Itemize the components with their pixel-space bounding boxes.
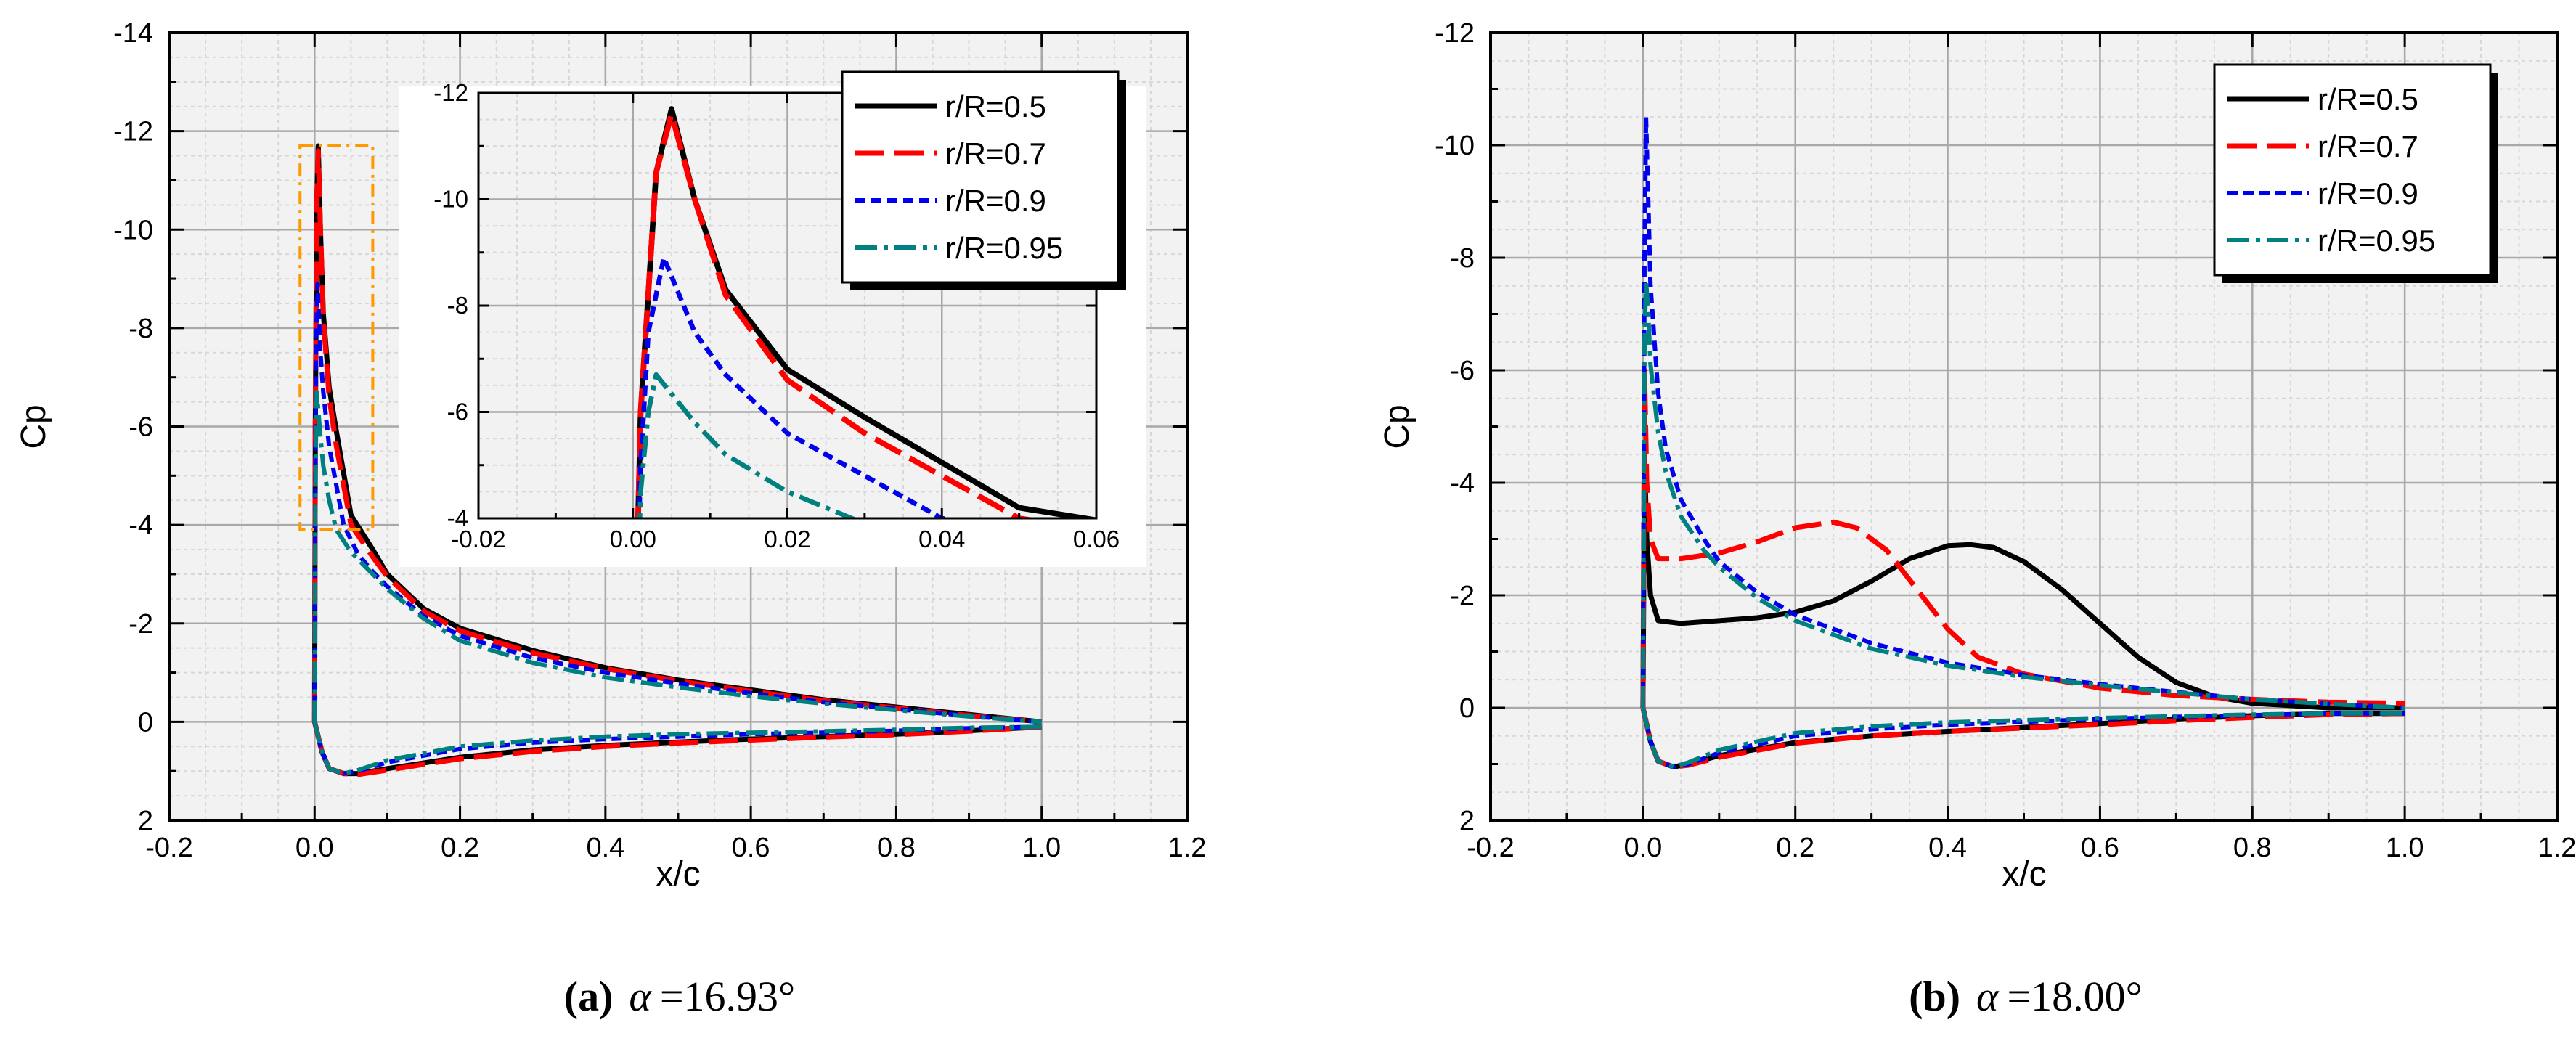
series-r07-upper-inset [635, 111, 1038, 518]
caption-b-value: =18.00° [2007, 973, 2142, 1020]
inset-grid [478, 93, 1096, 518]
x-tick-label: 0.00 [610, 526, 656, 552]
y-tick-label: -2 [129, 609, 153, 640]
x-tick-label: 0.2 [441, 833, 479, 863]
series-r09-upper [1640, 115, 2405, 710]
x-tick-labels-b: -0.2 0.0 0.2 0.4 0.6 0.8 1.0 1.2 [1467, 833, 2576, 863]
series-r05-upper [1640, 452, 2405, 711]
y-tick-label: -10 [113, 215, 153, 245]
legend-a-label-r05: r/R=0.5 [945, 89, 1046, 123]
series-r095-upper-inset [637, 372, 858, 518]
x-axis-label-a: x/c [656, 855, 700, 894]
y-tick-label: 2 [1459, 806, 1475, 836]
y-tick-labels-b: 2 0 -2 -4 -6 -8 -10 -12 [1435, 18, 1475, 836]
caption-a: (a) α =16.93° [564, 973, 796, 1020]
y-axis-label-b: Cp [1378, 404, 1417, 449]
y-tick-label: -4 [129, 510, 153, 541]
axes-frame-a [168, 31, 1189, 822]
legend-a-label-r07: r/R=0.7 [945, 136, 1046, 171]
x-tick-label: -0.2 [1467, 833, 1514, 863]
caption-a-symbol: α [629, 973, 652, 1020]
panel-a: -0.2 0.0 0.2 0.4 0.6 0.8 1.0 1.2 20-2-4-6-8-10-… [15, 18, 1206, 1020]
x-tick-label: -0.2 [145, 833, 192, 863]
inset-y-tick-labels: -4 -6 -8 -10 -12 [433, 79, 468, 531]
series-r095-upper [1640, 278, 2405, 710]
y-tick-label: -6 [129, 412, 153, 443]
legend-b: r/R=0.5 r/R=0.7 r/R=0.9 r/R=0.95 [2213, 63, 2498, 283]
y-tick-label: -8 [129, 314, 153, 344]
legend-a: r/R=0.5 r/R=0.7 r/R=0.9 r/R=0.95 [841, 70, 1126, 290]
caption-b-label: (b) [1909, 973, 1960, 1020]
legend-a-label-r095: r/R=0.95 [945, 231, 1063, 265]
y-tick-label: -8 [447, 292, 468, 319]
panel-b: -0.2 0.0 0.2 0.4 0.6 0.8 1.0 1.2 2 0 -2 -4 -6 -8 -10 -… [1378, 18, 2576, 1020]
x-tick-label: 0.06 [1073, 526, 1120, 552]
series-r07-upper [311, 148, 1043, 724]
x-tick-label: 0.4 [1928, 833, 1967, 863]
inset-x-tick-labels: -0.02 0.00 0.02 0.04 0.06 [451, 526, 1120, 552]
x-tick-label: 0.6 [2081, 833, 2119, 863]
x-tick-label: 0.0 [295, 833, 334, 863]
zoom-box-a [298, 144, 375, 531]
caption-b-symbol: α [1976, 973, 2000, 1020]
y-tick-label: -12 [113, 117, 153, 147]
y-tick-label: -6 [447, 399, 468, 425]
series-lines-b [1640, 115, 2405, 769]
y-tick-label: -12 [433, 79, 468, 106]
x-tick-label: 0.8 [877, 833, 916, 863]
x-tick-label: 1.2 [2538, 833, 2576, 863]
x-tick-label: 0.0 [1623, 833, 1662, 863]
x-tick-label: 0.04 [918, 526, 965, 552]
y-tick-label: -10 [1435, 131, 1475, 161]
axes-frame-b [1489, 31, 2559, 822]
x-tick-label: -0.02 [451, 526, 505, 552]
series-r095-lower [1640, 707, 2405, 769]
y-tick-label: 0 [1459, 693, 1475, 724]
caption-a-label: (a) [564, 973, 614, 1020]
legend-b-label-r05: r/R=0.5 [2318, 82, 2418, 116]
x-tick-label: 0.2 [1776, 833, 1814, 863]
series-r09-upper [312, 281, 1042, 724]
series-r07-upper [1640, 367, 2405, 709]
series-r07-lower [1640, 707, 2405, 769]
legend-b-box [2213, 63, 2492, 277]
caption-b: (b) α =18.00° [1909, 973, 2143, 1020]
x-tick-label: 1.2 [1168, 833, 1207, 863]
x-axis-label-b: x/c [2002, 855, 2046, 894]
y-tick-label: -4 [447, 505, 468, 531]
series-lines-a [311, 143, 1043, 777]
x-tick-label: 0.6 [732, 833, 770, 863]
y-tick-label: -2 [1450, 581, 1475, 611]
y-tick-labels-a: 2 0 -2 -4 -6 -8 -10 -12 -14 [113, 18, 153, 836]
x-tick-label: 0.8 [2233, 833, 2272, 863]
y-tick-label: -4 [1450, 468, 1475, 499]
inset-series-lines [635, 106, 1096, 518]
series-r09-upper-inset [636, 255, 954, 518]
x-tick-label: 1.0 [2386, 833, 2424, 863]
x-tick-label: 0.4 [586, 833, 624, 863]
series-r095-lower [312, 721, 1042, 776]
y-tick-label: -14 [113, 18, 153, 49]
legend-b-label-r09: r/R=0.9 [2318, 176, 2418, 211]
legend-b-label-r095: r/R=0.95 [2318, 224, 2435, 258]
y-tick-label: 2 [138, 806, 153, 836]
caption-a-value: =16.93° [660, 973, 795, 1020]
y-tick-label: -8 [1450, 243, 1475, 274]
legend-a-label-r09: r/R=0.9 [945, 184, 1046, 218]
series-r095-upper [312, 390, 1042, 724]
x-tick-labels-a: -0.2 0.0 0.2 0.4 0.6 0.8 1.0 1.2 [145, 833, 1206, 863]
y-tick-label: -6 [1450, 356, 1475, 386]
x-tick-label: 0.02 [764, 526, 810, 552]
y-tick-label: -12 [1435, 18, 1475, 49]
y-tick-label: 0 [138, 707, 153, 738]
x-tick-label: 1.0 [1022, 833, 1061, 863]
legend-b-label-r07: r/R=0.7 [2318, 129, 2418, 163]
y-axis-label-a: Cp [15, 404, 53, 449]
y-tick-label: -10 [433, 186, 468, 213]
